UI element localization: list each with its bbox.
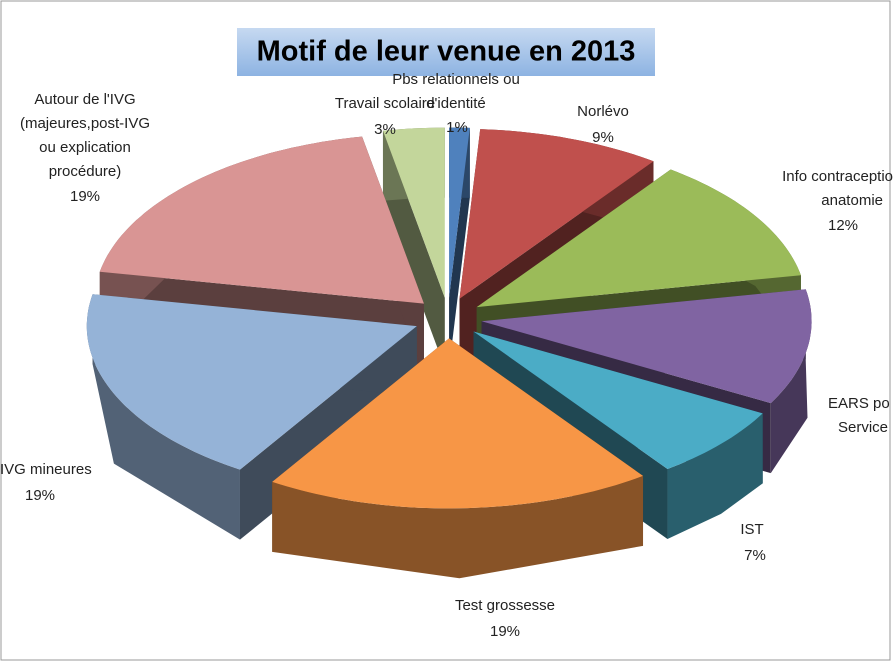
- slice-label: Service: [838, 419, 888, 436]
- slice: [449, 127, 470, 368]
- slice-label: Travail scolaire: [335, 95, 435, 112]
- slice-label: IVG mineures: [0, 461, 92, 478]
- slice-top: [383, 127, 445, 298]
- value-label: 19%: [25, 487, 55, 504]
- slice-label: d'identité: [426, 95, 486, 112]
- slice-top: [99, 136, 424, 304]
- slice-top: [476, 169, 801, 308]
- value-label: 7%: [744, 547, 766, 564]
- slice-top: [449, 127, 470, 298]
- slice-label: anatomie: [821, 192, 883, 209]
- slice-top: [481, 289, 812, 404]
- slice-top: [272, 338, 643, 509]
- value-label: 1%: [446, 119, 468, 136]
- value-label: 12%: [828, 217, 858, 234]
- slice-wall: [86, 294, 240, 540]
- title-box: [237, 28, 655, 76]
- chart-title: Motif de leur venue en 2013: [257, 36, 636, 68]
- slice-label: ou explication: [39, 139, 131, 156]
- slice-label: (majeures,post-IVG: [20, 115, 150, 132]
- slice-label: Autour de l'IVG: [34, 91, 135, 108]
- value-label: 19%: [70, 188, 100, 205]
- slice-wall: [770, 289, 812, 474]
- slice-label: Info contraceptio: [782, 168, 893, 185]
- slice: [382, 127, 445, 368]
- value-label: 9%: [592, 129, 614, 146]
- slice-wall: [667, 413, 763, 539]
- slice: [86, 294, 417, 540]
- slice-label: procédure): [49, 163, 122, 180]
- slice-top: [86, 294, 417, 470]
- slice-label: Test grossesse: [455, 597, 555, 614]
- slice-label: Norlévo: [577, 103, 629, 120]
- slice-label: Pbs relationnels ou: [392, 71, 520, 88]
- value-label: 3%: [374, 121, 396, 138]
- slice-top: [459, 129, 654, 299]
- slice-label: EARS po: [828, 395, 890, 412]
- slice: [272, 338, 644, 579]
- slice-top: [473, 331, 763, 469]
- pie: [86, 127, 812, 579]
- slice-label: IST: [740, 521, 763, 538]
- slice-wall: [272, 475, 644, 579]
- value-label: 19%: [490, 623, 520, 640]
